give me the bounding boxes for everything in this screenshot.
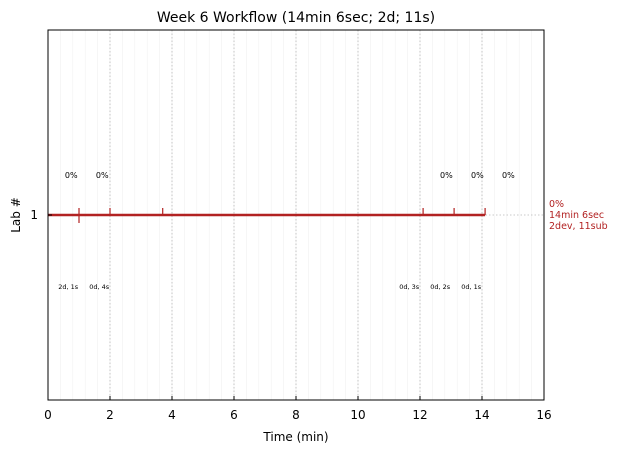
x-axis-label: Time (min) — [262, 430, 328, 444]
chart-title: Week 6 Workflow (14min 6sec; 2d; 11s) — [157, 10, 435, 26]
x-tick-label: 12 — [412, 408, 427, 422]
x-tick-label: 4 — [168, 408, 176, 422]
x-tick-label: 10 — [350, 408, 365, 422]
axes-layer: 0 2 4 6 8 10 12 14 16 1 — [30, 208, 551, 422]
lower-annotation: 0d, 4s — [89, 283, 110, 291]
upper-annotation: 0% — [65, 171, 78, 180]
lower-annotation: 0d, 1s — [461, 283, 482, 291]
upper-annotation: 0% — [471, 171, 484, 180]
y-tick-label: 1 — [30, 208, 38, 222]
x-tick-label: 14 — [474, 408, 489, 422]
marks-layer: 0% 0% 0% 0% 0% 2d, 1s 0d, 4s 0d, 3s 0d, 2s 0d, 1s — [48, 171, 515, 291]
side-label-line: 0% — [549, 199, 564, 210]
side-label-line: 2dev, 11sub — [549, 221, 608, 232]
side-label-line: 14min 6sec — [549, 210, 604, 221]
lower-annotation: 0d, 3s — [399, 283, 420, 291]
x-tick-label: 2 — [106, 408, 114, 422]
x-tick-label: 16 — [536, 408, 551, 422]
lower-annotation: 2d, 1s — [58, 283, 79, 291]
y-axis-label: Lab # — [9, 197, 23, 233]
lower-annotation: 0d, 2s — [430, 283, 451, 291]
x-tick-label: 6 — [230, 408, 238, 422]
upper-annotation: 0% — [440, 171, 453, 180]
x-tick-label: 0 — [44, 408, 52, 422]
x-tick-label: 8 — [292, 408, 300, 422]
upper-annotation: 0% — [96, 171, 109, 180]
upper-annotation: 0% — [502, 171, 515, 180]
